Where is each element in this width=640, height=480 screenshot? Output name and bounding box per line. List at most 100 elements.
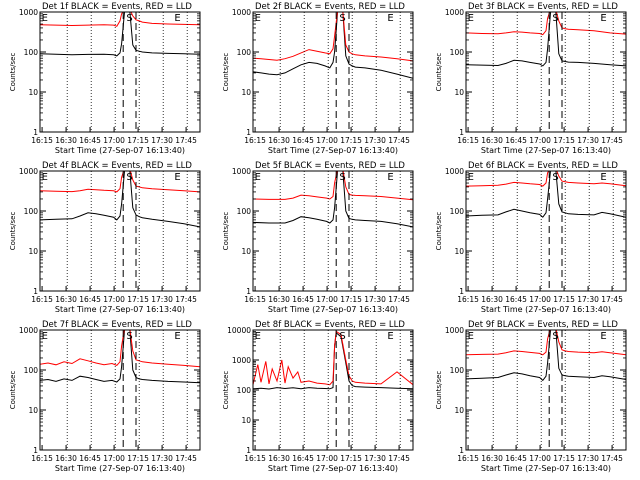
x-tick-label: 16:15 <box>31 454 53 463</box>
y-tick-label: 1000 <box>19 326 38 335</box>
panel-title: Det 4f BLACK = Events, RED = LLD <box>42 161 192 171</box>
x-axis-label: Start Time (27-Sep-07 16:13:40) <box>55 305 185 314</box>
x-tick-label: 17:00 <box>103 136 125 145</box>
y-tick-label: 1000 <box>232 8 251 17</box>
x-tick-label: 17:15 <box>553 295 575 304</box>
y-tick-label: 1 <box>246 446 251 455</box>
y-tick-label: 1000 <box>445 167 464 176</box>
x-tick-label: 17:30 <box>151 454 173 463</box>
x-tick-label: 17:00 <box>103 454 125 463</box>
x-tick-label: 16:30 <box>55 136 77 145</box>
y-tick-label: 100 <box>24 207 39 216</box>
x-tick-label: 16:30 <box>268 454 290 463</box>
x-tick-label: 16:15 <box>244 454 266 463</box>
y-tick-label: 10 <box>28 406 38 415</box>
x-tick-label: 17:00 <box>316 454 338 463</box>
x-tick-label: 17:45 <box>601 454 623 463</box>
axes-frame <box>465 329 627 451</box>
series-group <box>253 12 413 79</box>
marker-label-E: E <box>42 13 48 24</box>
series-group <box>466 12 626 67</box>
marker-label-S: S <box>126 172 132 183</box>
y-tick-label: 1 <box>459 446 464 455</box>
axes-frame <box>465 11 627 133</box>
series-line-events <box>40 330 200 384</box>
series-line-events <box>253 12 413 79</box>
x-tick-label: 16:45 <box>505 454 527 463</box>
y-tick-label: 1 <box>246 128 251 137</box>
y-tick-label: 10 <box>454 247 464 256</box>
y-tick-label: 1 <box>459 287 464 296</box>
panel-title: Det 3f BLACK = Events, RED = LLD <box>468 2 618 12</box>
x-tick-label: 16:45 <box>505 295 527 304</box>
y-tick-label: 1 <box>33 446 38 455</box>
x-tick-label: 16:15 <box>31 295 53 304</box>
y-tick-label: 100 <box>237 207 252 216</box>
x-tick-label: 17:15 <box>127 454 149 463</box>
y-tick-label: 1000 <box>445 8 464 17</box>
series-line-lld <box>253 171 413 201</box>
y-tick-label: 1 <box>246 287 251 296</box>
y-tick-label: 1 <box>459 128 464 137</box>
series-line-events <box>253 331 413 390</box>
series-group <box>253 330 413 390</box>
y-tick-label: 100 <box>237 48 252 57</box>
y-axis-label: Counts/sec <box>435 371 443 410</box>
marker-label-E: E <box>255 172 261 183</box>
x-axis-label: Start Time (27-Sep-07 16:13:40) <box>268 146 398 155</box>
axes-frame <box>39 170 201 292</box>
y-axis-label: Counts/sec <box>222 53 230 92</box>
x-axis-label: Start Time (27-Sep-07 16:13:40) <box>268 305 398 314</box>
x-tick-label: 17:30 <box>577 454 599 463</box>
x-tick-label: 17:45 <box>388 295 410 304</box>
y-axis-label: Counts/sec <box>222 212 230 251</box>
y-tick-label: 10 <box>454 406 464 415</box>
y-tick-label: 1000 <box>232 167 251 176</box>
x-axis-label: Start Time (27-Sep-07 16:13:40) <box>55 464 185 473</box>
x-tick-label: 17:00 <box>316 136 338 145</box>
x-axis-label: Start Time (27-Sep-07 16:13:40) <box>481 464 611 473</box>
marker-label-S: S <box>339 13 345 24</box>
series-group <box>40 171 200 228</box>
x-tick-label: 16:15 <box>457 295 479 304</box>
series-line-events <box>253 171 413 228</box>
series-line-lld <box>40 171 200 193</box>
x-tick-label: 16:30 <box>55 295 77 304</box>
marker-label-E: E <box>387 172 393 183</box>
series-line-lld <box>253 330 413 386</box>
axes-frame <box>252 329 414 451</box>
x-tick-label: 16:15 <box>31 136 53 145</box>
marker-label-S: S <box>552 331 558 342</box>
marker-label-S: S <box>126 13 132 24</box>
x-tick-label: 17:15 <box>127 295 149 304</box>
y-tick-label: 10 <box>28 88 38 97</box>
x-tick-label: 17:00 <box>529 454 551 463</box>
x-tick-label: 17:30 <box>364 295 386 304</box>
y-tick-label: 10 <box>454 88 464 97</box>
panel-title: Det 5f BLACK = Events, RED = LLD <box>255 161 405 171</box>
panel-title: Det 1f BLACK = Events, RED = LLD <box>42 2 192 12</box>
x-tick-label: 16:45 <box>79 454 101 463</box>
y-tick-label: 1000 <box>232 356 251 365</box>
y-tick-label: 100 <box>24 366 39 375</box>
y-axis-label: Counts/sec <box>222 371 230 410</box>
x-tick-label: 16:15 <box>457 454 479 463</box>
marker-label-E: E <box>468 13 474 24</box>
y-axis-label: Counts/sec <box>9 371 17 410</box>
x-tick-label: 17:45 <box>388 136 410 145</box>
marker-label-E: E <box>42 331 48 342</box>
marker-label-S: S <box>339 172 345 183</box>
y-tick-label: 1000 <box>445 326 464 335</box>
marker-label-E: E <box>42 172 48 183</box>
x-tick-label: 17:15 <box>553 454 575 463</box>
x-tick-label: 17:30 <box>577 136 599 145</box>
marker-label-E: E <box>255 13 261 24</box>
x-tick-label: 17:00 <box>529 295 551 304</box>
y-axis-label: Counts/sec <box>435 53 443 92</box>
